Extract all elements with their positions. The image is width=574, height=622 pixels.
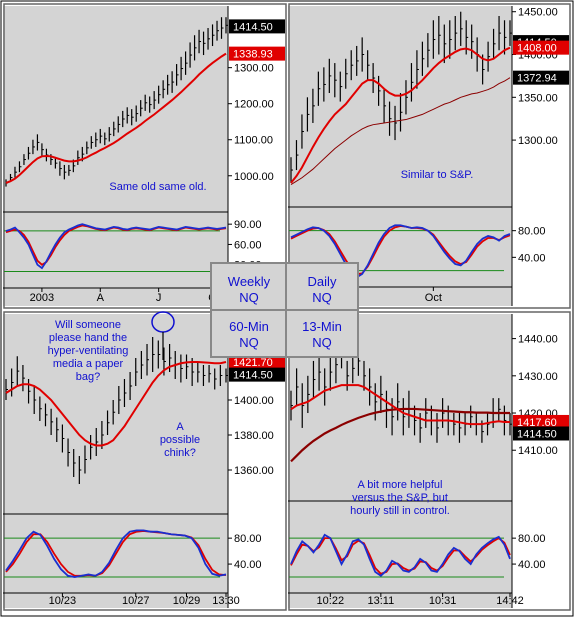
min13-x-tick-label: 14:42 [496,595,524,607]
weekly-oscillator-line [5,223,227,270]
min60-y-tick-label: 1400.00 [234,395,274,407]
min13-oscillator-tick-label: 40.00 [518,559,546,571]
min60-x-tick-label: 10/27 [122,595,150,607]
min13-y-tick-label: 1440.00 [518,334,558,346]
weekly-x-tick-label: A [97,292,105,304]
daily-oscillator-tick-label: 40.00 [518,252,546,264]
min60-y-tick-label: 1360.00 [234,465,274,477]
min13-oscillator-tick-label: 80.00 [518,533,546,545]
min60-price-badge [229,367,285,382]
min13-label: 13-Min NQ [302,319,342,350]
min13-panel: 1440.001430.001420.001410.001417.601414.… [288,311,571,611]
daily-y-tick-label: 1350.00 [518,92,558,104]
min60-annotation: Will someone please hand the hyper-ventila… [48,319,129,383]
weekly-y-tick-label: 1300.00 [234,63,274,75]
min60-panel-border [3,311,287,611]
daily-oscillator-line [290,224,511,279]
weekly-x-tick-label: 2003 [30,292,54,304]
min13-price-badge [513,414,569,429]
min13-y-tick-label: 1410.00 [518,445,558,457]
weekly-y-tick-label: 1100.00 [234,135,273,147]
min13-price-badge [513,426,569,441]
daily-price-badge [513,40,569,55]
weekly-x-tick-label: J [156,292,162,304]
min60-y-tick-label: 1380.00 [234,430,274,442]
weekly-annotation: Same old same old. [109,181,206,193]
min13-x-tick-label: 13:11 [367,595,394,607]
weekly-y-tick-label: 1200.00 [234,99,274,111]
min60-x-tick-label: 10/29 [173,595,201,607]
min60-oscillator-line [5,529,227,578]
min13-panel-border [288,311,571,611]
min60-x-tick-label: 13:30 [212,595,240,607]
daily-price-badge-label: 1408.00 [517,43,557,55]
weekly-y-tick-label: 1000.00 [234,171,274,183]
weekly-oscillator-tick-label: 90.00 [234,219,262,231]
daily-panel-border [288,3,571,309]
weekly-panel-border [3,3,287,309]
min13-x-tick-label: 10:22 [317,595,345,607]
min60-price-badge-label: 1421.70 [233,357,273,369]
min13-slow-moving-average-line [290,407,510,463]
min60-label: 60-Min NQ [229,319,269,350]
min13-x-tick-label: 10:31 [429,595,457,607]
min13-oscillator-line [290,533,511,577]
weekly-price-badge-label: 1414.50 [233,21,273,33]
weekly-oscillator-tick-label: 60.00 [234,239,262,251]
daily-plot-background [288,6,512,306]
daily-price-badge-label: 1372.94 [517,73,557,85]
min13-price-badge-label: 1417.60 [517,417,557,429]
min13-price-badge-label: 1414.50 [517,428,557,440]
daily-label: Daily NQ [308,274,337,305]
min13-moving-average-line [290,384,510,426]
weekly-panel: 1300.00 1200.00 1100.00 1000.00 1414.50 1338.… [3,3,287,309]
daily-moving-average-line [290,46,511,184]
daily-x-tick-label: Oct [425,292,442,304]
daily-y-tick-label: 1300.00 [518,135,558,147]
daily-y-tick-label: 1450.00 [518,7,558,19]
min60-moving-average-line [5,361,227,447]
weekly-price-badge [229,19,285,34]
weekly-price-badge-label: 1338.93 [233,49,273,61]
panels-layer: 1300.00 1200.00 1100.00 1000.00 1414.50 1338.… [3,3,571,611]
min60-price-badge [229,355,285,370]
min13-plot-background [288,314,512,608]
min13-annotation: A bit more helpful versus the S&P, but hou… [350,479,450,517]
daily-panel: 1450.001400.001350.001300.001414.501408.… [288,3,571,309]
min60-x-tick-label: 10/23 [49,595,77,607]
min60-oscillator-tick-label: 80.00 [234,533,262,545]
daily-price-badge [513,70,569,85]
daily-slow-moving-average-line [290,77,511,186]
daily-annotation: Similar to S&P. [401,169,474,181]
timeframe-label-box: Weekly NQ Daily NQ 60-Min NQ 13-Min NQ [210,262,359,358]
weekly-price-badge [229,46,285,61]
min60-price-badge-label: 1414.50 [233,370,273,382]
daily-oscillator-tick-label: 80.00 [518,226,546,238]
weekly-moving-average-line [5,52,227,184]
weekly-label: Weekly NQ [228,274,271,305]
min13-y-tick-label: 1430.00 [518,371,558,383]
min60-oscillator-tick-label: 40.00 [234,559,262,571]
